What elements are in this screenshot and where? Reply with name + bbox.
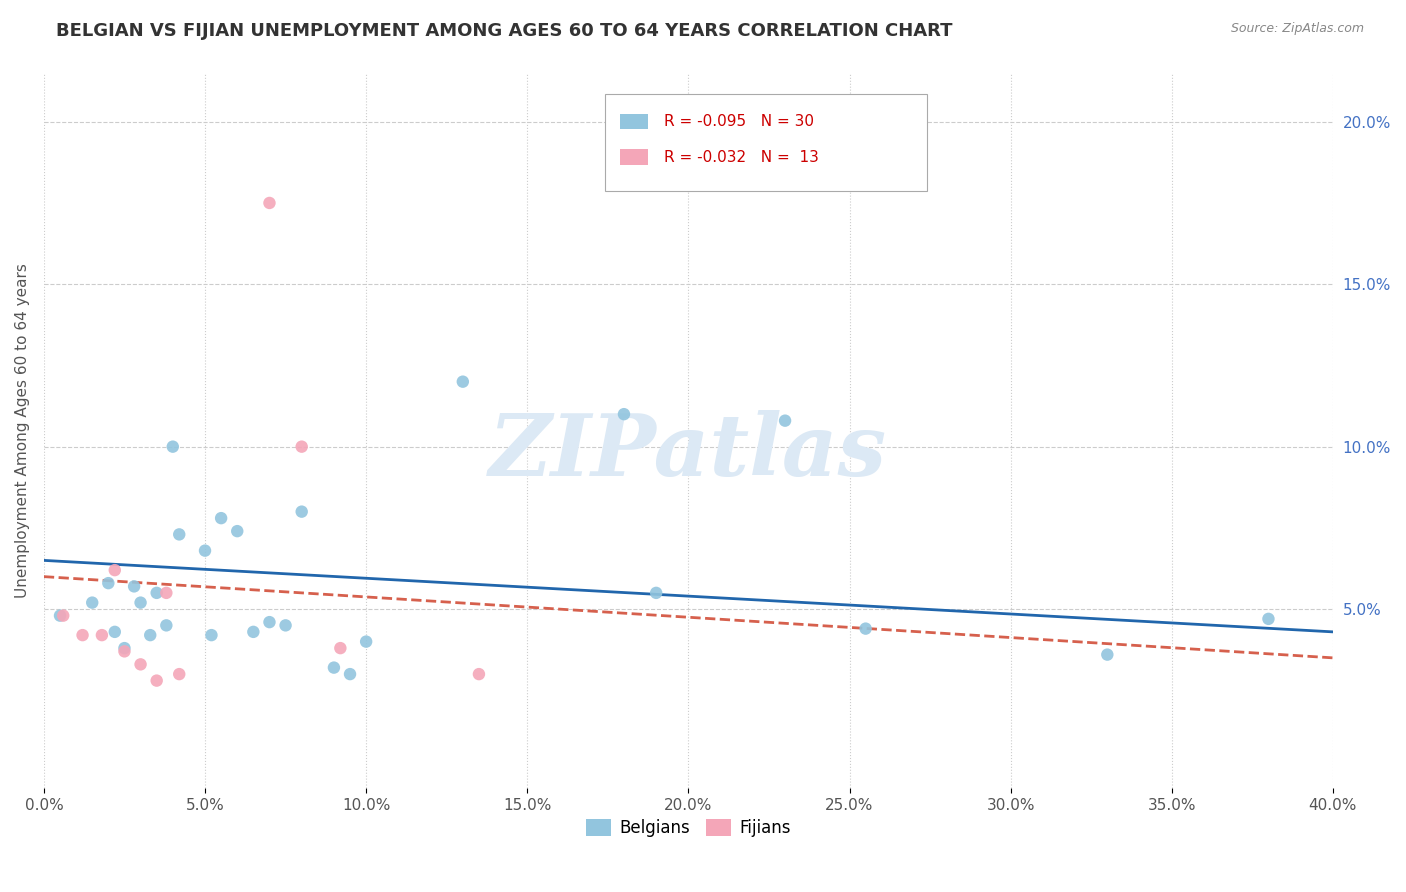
- Point: [451, 375, 474, 389]
- Point: [167, 667, 190, 681]
- Point: [72, 628, 94, 642]
- Point: [155, 586, 177, 600]
- Point: [122, 579, 145, 593]
- Point: [104, 563, 127, 577]
- Point: [49, 608, 72, 623]
- Point: [322, 660, 344, 674]
- Point: [291, 440, 314, 454]
- Point: [104, 624, 127, 639]
- Point: [155, 618, 177, 632]
- Point: [354, 634, 377, 648]
- Point: [259, 615, 281, 629]
- FancyBboxPatch shape: [620, 113, 648, 129]
- Point: [226, 524, 249, 538]
- Point: [329, 641, 352, 656]
- FancyBboxPatch shape: [605, 95, 927, 191]
- Point: [274, 618, 297, 632]
- Point: [209, 511, 232, 525]
- Point: [291, 505, 314, 519]
- Point: [145, 586, 167, 600]
- Point: [90, 628, 112, 642]
- Point: [1097, 648, 1119, 662]
- Text: R = -0.032   N =  13: R = -0.032 N = 13: [664, 150, 818, 165]
- Point: [114, 641, 136, 656]
- Point: [259, 196, 281, 211]
- Point: [114, 644, 136, 658]
- Text: BELGIAN VS FIJIAN UNEMPLOYMENT AMONG AGES 60 TO 64 YEARS CORRELATION CHART: BELGIAN VS FIJIAN UNEMPLOYMENT AMONG AGE…: [56, 22, 953, 40]
- Legend: Belgians, Fijians: Belgians, Fijians: [579, 813, 797, 844]
- Point: [242, 624, 264, 639]
- Point: [52, 608, 75, 623]
- Point: [1257, 612, 1279, 626]
- Point: [145, 673, 167, 688]
- Point: [129, 596, 152, 610]
- Point: [773, 414, 796, 428]
- Point: [613, 407, 636, 421]
- Point: [97, 576, 120, 591]
- Point: [855, 622, 877, 636]
- Point: [129, 657, 152, 672]
- Point: [468, 667, 491, 681]
- Point: [167, 527, 190, 541]
- Point: [82, 596, 104, 610]
- Text: Source: ZipAtlas.com: Source: ZipAtlas.com: [1230, 22, 1364, 36]
- Point: [645, 586, 668, 600]
- Point: [162, 440, 184, 454]
- Point: [200, 628, 222, 642]
- Text: R = -0.095   N = 30: R = -0.095 N = 30: [664, 114, 814, 129]
- Point: [339, 667, 361, 681]
- FancyBboxPatch shape: [620, 150, 648, 165]
- Y-axis label: Unemployment Among Ages 60 to 64 years: Unemployment Among Ages 60 to 64 years: [15, 263, 30, 598]
- Point: [139, 628, 162, 642]
- Point: [194, 543, 217, 558]
- Text: ZIPatlas: ZIPatlas: [489, 410, 887, 493]
